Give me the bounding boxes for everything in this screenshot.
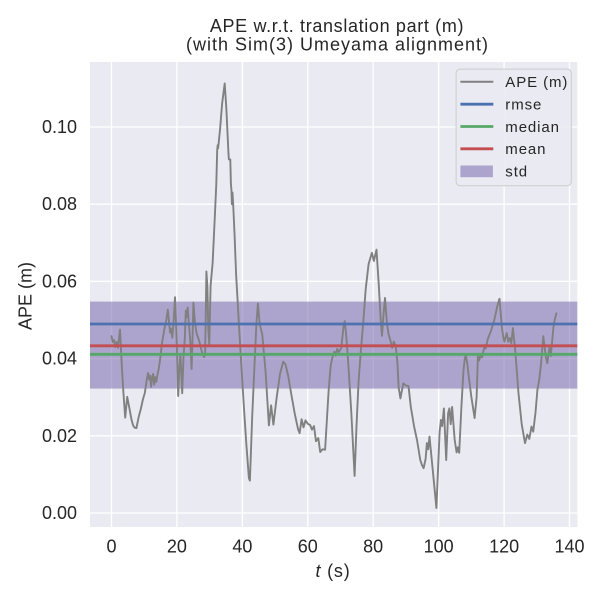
- svg-text:0.06: 0.06: [42, 271, 77, 291]
- svg-text:140: 140: [554, 537, 584, 557]
- svg-text:std: std: [505, 164, 528, 181]
- svg-text:0.10: 0.10: [42, 117, 77, 137]
- svg-text:median: median: [505, 119, 560, 136]
- svg-text:APE w.r.t. translation part (m: APE w.r.t. translation part (m): [210, 16, 464, 36]
- svg-text:0.00: 0.00: [42, 503, 77, 523]
- svg-text:20: 20: [167, 537, 187, 557]
- svg-text:0: 0: [106, 537, 116, 557]
- svg-text:APE (m): APE (m): [16, 262, 36, 330]
- svg-text:40: 40: [232, 537, 252, 557]
- svg-text:mean: mean: [505, 141, 546, 158]
- svg-text:APE (m): APE (m): [505, 74, 568, 91]
- svg-text:60: 60: [298, 537, 318, 557]
- svg-text:0.04: 0.04: [42, 349, 77, 369]
- svg-text:0.02: 0.02: [42, 426, 77, 446]
- svg-text:100: 100: [424, 537, 454, 557]
- svg-text:rmse: rmse: [505, 97, 542, 114]
- svg-text:(with Sim(3) Umeyama alignment: (with Sim(3) Umeyama alignment): [186, 35, 489, 55]
- svg-text:120: 120: [489, 537, 519, 557]
- svg-text:80: 80: [363, 537, 383, 557]
- svg-text:t (s): t (s): [315, 561, 350, 581]
- svg-text:0.08: 0.08: [42, 194, 77, 214]
